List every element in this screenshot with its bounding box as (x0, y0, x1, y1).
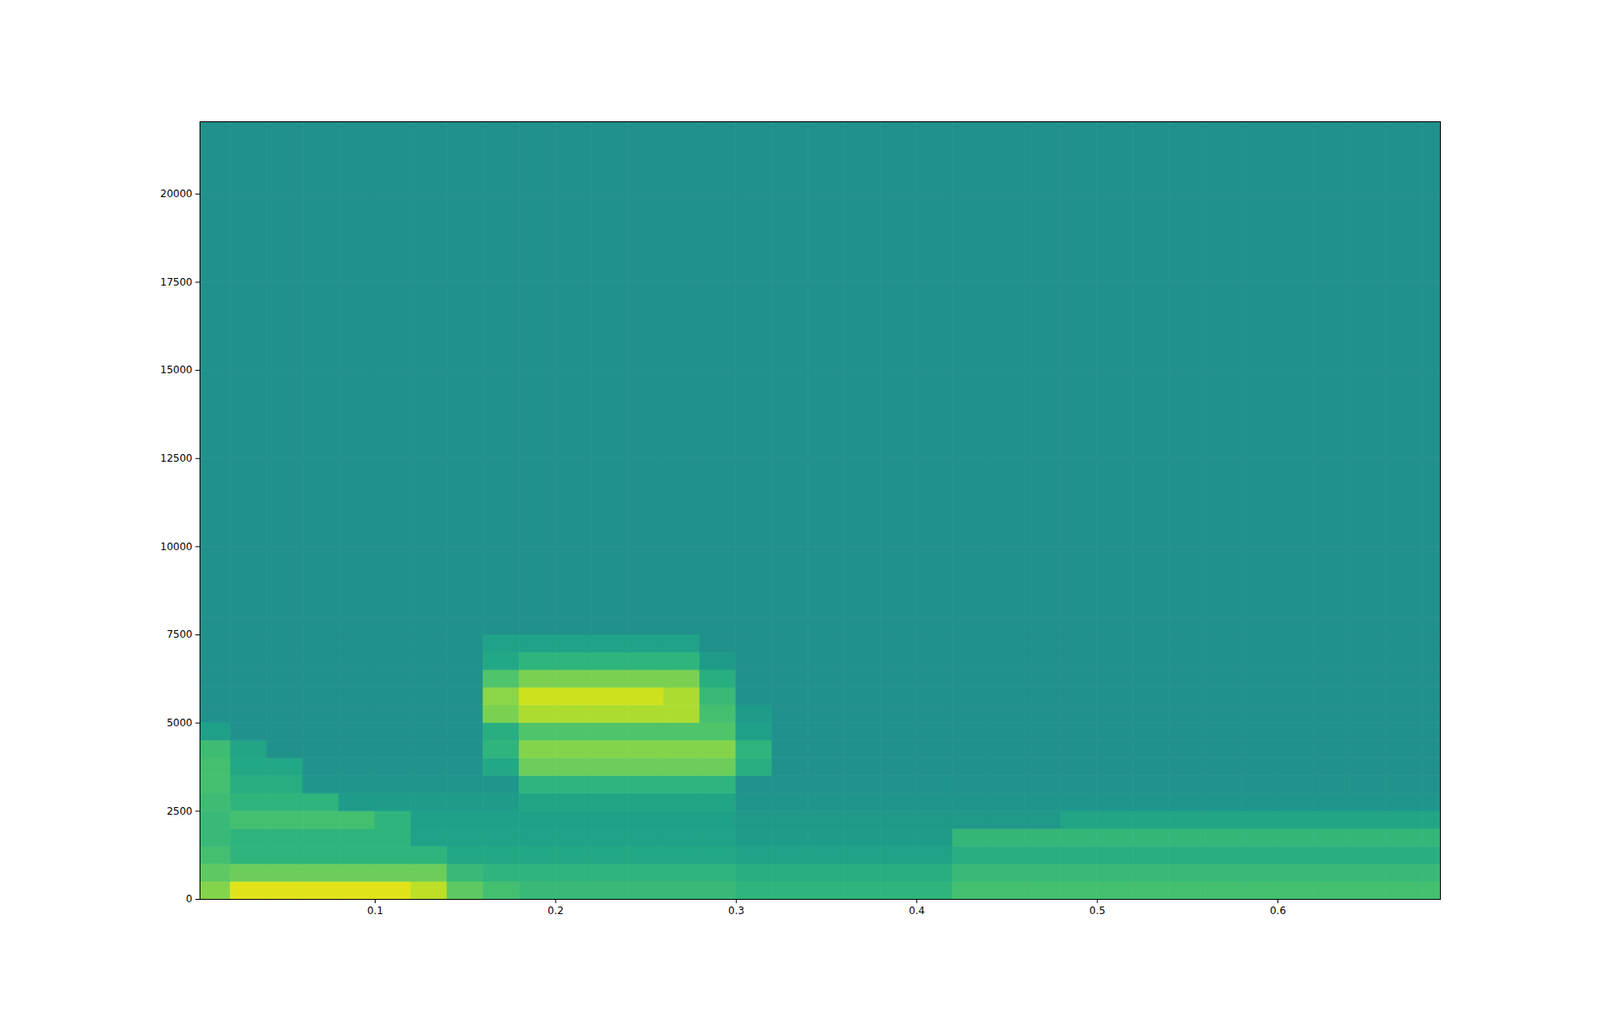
svg-text:17500: 17500 (160, 276, 192, 288)
svg-text:20000: 20000 (160, 187, 192, 200)
svg-text:10000: 10000 (160, 540, 192, 553)
svg-text:2500: 2500 (166, 805, 193, 817)
svg-text:0.6: 0.6 (1269, 904, 1286, 917)
svg-text:7500: 7500 (166, 628, 193, 640)
svg-text:5000: 5000 (166, 716, 193, 729)
svg-text:12500: 12500 (160, 452, 192, 464)
svg-text:15000: 15000 (160, 363, 192, 376)
svg-text:0.1: 0.1 (367, 904, 384, 917)
svg-text:0.3: 0.3 (728, 904, 745, 917)
svg-text:0.4: 0.4 (908, 904, 925, 917)
svg-text:0.2: 0.2 (547, 904, 564, 917)
svg-text:0: 0 (186, 892, 193, 905)
svg-text:0.5: 0.5 (1089, 904, 1106, 917)
